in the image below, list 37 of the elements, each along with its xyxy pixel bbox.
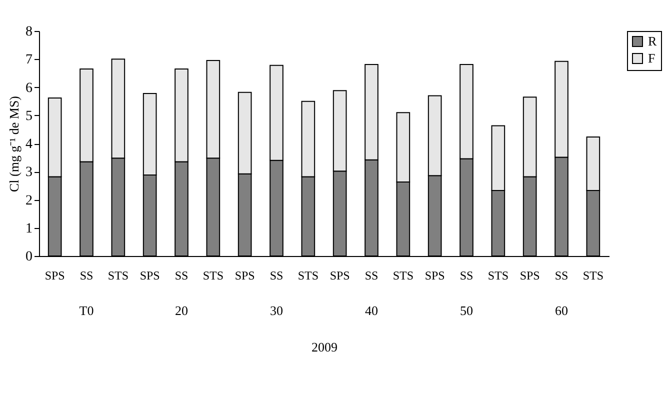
y-tick-label: 3 bbox=[26, 165, 32, 180]
text: T0 bbox=[79, 303, 94, 318]
x-tick-label: SPS bbox=[234, 268, 255, 282]
x-tick-label: SS bbox=[80, 268, 94, 282]
y-tick-label: 7 bbox=[26, 52, 32, 68]
x-tick-label: STS bbox=[298, 268, 319, 282]
x-axis-title: 2009 bbox=[312, 340, 338, 354]
x-tick-label: STS bbox=[488, 268, 509, 282]
x-tick-label: STS bbox=[392, 268, 414, 282]
x-tick-label: STS bbox=[582, 268, 604, 282]
x-tick-label: SPS bbox=[44, 268, 65, 282]
legend-label: R bbox=[648, 34, 657, 48]
text: 50 bbox=[460, 303, 473, 318]
x-tick-label: SPS bbox=[424, 268, 445, 282]
y-tick-label: 6 bbox=[26, 80, 32, 96]
legend-label: F bbox=[648, 50, 656, 66]
text: 40 bbox=[365, 303, 378, 318]
x-tick-label: STS bbox=[202, 268, 224, 282]
x-tick-label: SS bbox=[270, 268, 284, 282]
y-axis-title: Cl (mg g⁻¹ de MS) bbox=[6, 96, 22, 192]
x-tick-label: SS bbox=[364, 268, 378, 282]
x-tick-label: SPS bbox=[520, 268, 540, 282]
text: 60 bbox=[555, 303, 568, 318]
x-tick-label: SS bbox=[174, 268, 188, 282]
x-tick-label: STS bbox=[108, 268, 129, 282]
y-tick-label: 2 bbox=[26, 193, 32, 208]
x-tick-label: SPS bbox=[330, 268, 350, 282]
x-tick-label: SS bbox=[460, 268, 474, 282]
x-tick-label: SPS bbox=[140, 268, 160, 282]
y-tick-label: 0 bbox=[26, 250, 32, 264]
y-tick-label: 5 bbox=[26, 108, 32, 124]
y-tick-label: 4 bbox=[26, 137, 32, 152]
y-tick-label: 1 bbox=[26, 221, 32, 236]
x-tick-label: SS bbox=[554, 268, 568, 282]
y-tick-label: 8 bbox=[26, 24, 32, 40]
text: 20 bbox=[175, 303, 188, 318]
text: 30 bbox=[270, 303, 283, 318]
